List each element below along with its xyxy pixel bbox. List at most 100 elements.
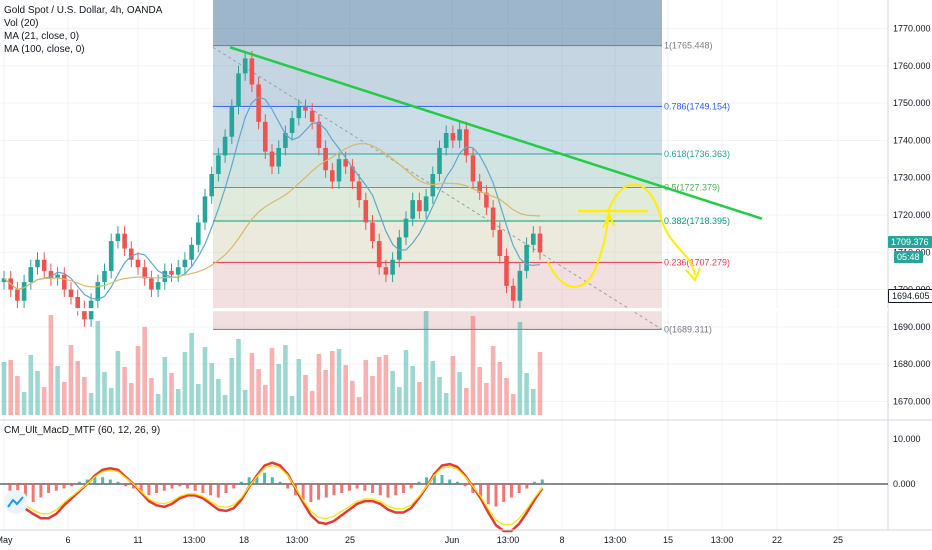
ma21-line bbox=[3, 96, 541, 301]
time-tick-label: 13:00 bbox=[497, 535, 520, 545]
macd-title[interactable]: CM_Ult_MacD_MTF (60, 12, 26, 9) bbox=[4, 425, 161, 436]
tradingview-logo-icon[interactable] bbox=[4, 490, 28, 514]
volume-bar bbox=[129, 383, 134, 415]
candle-body bbox=[21, 282, 27, 301]
candle-body bbox=[470, 155, 476, 182]
macd-hist-bar bbox=[124, 484, 128, 487]
fibonacci-retracement[interactable]: 1(1765.448) 0.786(1749.154) 0.618(1736.363… bbox=[212, 0, 730, 334]
volume-bars bbox=[1, 310, 543, 415]
price-tick-label: 1670.000 bbox=[893, 396, 931, 406]
macd-hist-bar bbox=[101, 477, 105, 484]
volume-bar bbox=[169, 373, 174, 415]
candle-body bbox=[390, 259, 395, 275]
macd-hist-bar bbox=[317, 484, 321, 500]
volume-legend[interactable]: Vol (20) bbox=[4, 18, 39, 29]
fib-zone bbox=[213, 262, 662, 330]
macd-hist-bar bbox=[54, 484, 58, 491]
candle-body bbox=[41, 259, 47, 271]
candle-body bbox=[309, 110, 315, 122]
macd-hist-bar bbox=[216, 484, 220, 498]
macd-hist-bar bbox=[502, 484, 506, 502]
candle-body bbox=[129, 248, 134, 260]
candle-body bbox=[497, 229, 503, 256]
volume-bar bbox=[236, 339, 241, 415]
macd-tick-label: 0.000 bbox=[893, 479, 916, 489]
candle-body bbox=[537, 233, 543, 253]
volume-bar bbox=[142, 327, 147, 415]
macd-hist-bar bbox=[417, 481, 421, 484]
projection-curve bbox=[547, 214, 611, 288]
candle-body bbox=[296, 106, 302, 119]
volume-bar bbox=[102, 372, 107, 415]
candle-body bbox=[169, 270, 174, 275]
macd-hist-bar bbox=[455, 481, 459, 484]
time-axis[interactable]: May 6 11 13:00 18 13:00 25 Jun 13:00 8 13:00 15 13:0… bbox=[0, 529, 932, 545]
candle-body bbox=[202, 196, 208, 223]
volume-bar bbox=[450, 356, 456, 415]
volume-bar bbox=[484, 383, 489, 415]
candle-body bbox=[517, 270, 523, 301]
volume-bar bbox=[457, 372, 462, 415]
volume-bar bbox=[182, 352, 188, 415]
time-tick-label: 15 bbox=[663, 535, 673, 545]
candle-body bbox=[316, 121, 322, 148]
price-tick-label: 1730.000 bbox=[893, 173, 931, 183]
candle-body bbox=[484, 192, 489, 208]
volume-bar bbox=[95, 321, 101, 415]
macd-hist-bar bbox=[170, 484, 174, 489]
volume-bar bbox=[531, 389, 536, 415]
candle-body bbox=[162, 270, 168, 283]
candle-body bbox=[229, 106, 235, 137]
macd-legend: CM_Ult_MacD_MTF (60, 12, 26, 9) bbox=[4, 424, 160, 437]
symbol-title[interactable]: Gold Spot / U.S. Dollar, 4h, OANDA bbox=[4, 5, 163, 16]
volume-bar bbox=[249, 353, 255, 415]
volume-bar bbox=[464, 388, 469, 415]
ma21-legend[interactable]: MA (21, close, 0) bbox=[4, 31, 80, 42]
volume-bar bbox=[122, 367, 127, 415]
price-tick-label: 1720.000 bbox=[893, 210, 931, 220]
ma100-legend[interactable]: MA (100, close, 0) bbox=[4, 44, 85, 55]
macd-hist-bar bbox=[31, 484, 35, 502]
volume-bar bbox=[423, 310, 429, 415]
fib-label: 0.5(1727.379) bbox=[664, 182, 720, 192]
fib-label: 0.382(1718.395) bbox=[664, 216, 730, 226]
volume-bar bbox=[62, 382, 67, 415]
macd-hist-bar bbox=[440, 475, 444, 484]
macd-hist-bar bbox=[278, 481, 282, 484]
candle-body bbox=[263, 121, 268, 152]
candle-body bbox=[62, 274, 67, 290]
volume-bar bbox=[296, 359, 302, 415]
volume-bar bbox=[330, 351, 335, 415]
descending-trendline bbox=[229, 46, 763, 220]
volume-bar bbox=[390, 371, 395, 415]
candle-body bbox=[68, 289, 74, 297]
candle-body bbox=[48, 270, 54, 279]
volume-bar bbox=[1, 362, 7, 415]
macd-hist-bar bbox=[371, 484, 375, 493]
macd-hist-bar bbox=[224, 484, 228, 493]
candle-body bbox=[363, 200, 369, 223]
candle-body bbox=[289, 118, 295, 133]
price-tick-label: 1770.000 bbox=[893, 24, 931, 34]
candle-body bbox=[336, 159, 342, 182]
volume-bar bbox=[497, 362, 503, 415]
volume-bar bbox=[41, 387, 47, 415]
time-tick-label: 13:00 bbox=[286, 535, 309, 545]
macd-hist-bar bbox=[309, 484, 313, 502]
fib-diagonal bbox=[212, 46, 663, 330]
trend-drawings[interactable] bbox=[0, 46, 888, 312]
macd-hist-bar bbox=[525, 484, 529, 489]
macd-hist-bar bbox=[347, 484, 351, 491]
volume-bar bbox=[343, 365, 348, 415]
volume-bar bbox=[28, 355, 34, 415]
candle-body bbox=[95, 282, 101, 301]
macd-hist-bar bbox=[363, 484, 367, 491]
arrow-up-icon bbox=[602, 211, 615, 229]
candle-body bbox=[531, 233, 536, 245]
volume-bar bbox=[269, 348, 275, 415]
volume-bar bbox=[303, 375, 308, 415]
volume-bar bbox=[403, 350, 409, 415]
candle-body bbox=[403, 218, 409, 238]
fib-label: 0(1689.311) bbox=[664, 324, 712, 334]
